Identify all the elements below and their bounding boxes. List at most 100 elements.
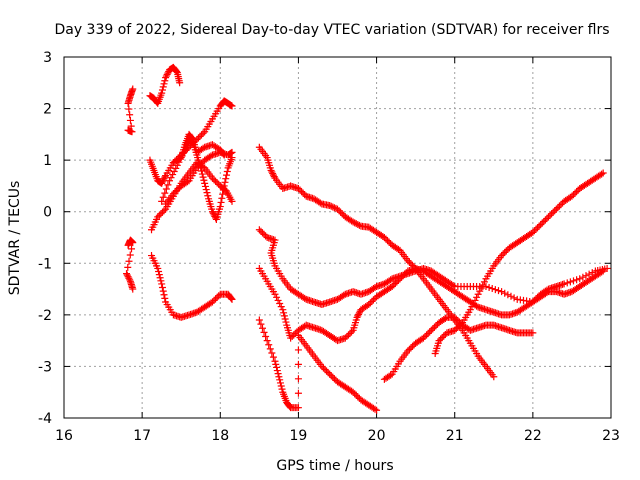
data-point: [157, 277, 165, 285]
series-low: [148, 252, 236, 321]
data-point: [398, 273, 406, 281]
series-s5: [169, 130, 228, 167]
data-point: [299, 189, 307, 197]
data-point: [213, 179, 221, 187]
data-point: [399, 272, 407, 280]
data-point: [155, 211, 163, 219]
data-point: [568, 192, 576, 200]
data-point: [255, 226, 263, 234]
data-point: [276, 376, 284, 384]
data-point: [269, 170, 277, 178]
data-point: [298, 188, 306, 196]
data-point: [125, 105, 133, 113]
data-point: [161, 294, 169, 302]
data-point: [220, 182, 228, 190]
data-point: [382, 235, 390, 243]
data-point: [125, 257, 133, 265]
data-point: [407, 260, 415, 268]
data-point: [355, 310, 363, 318]
data-point: [213, 293, 221, 301]
data-point: [268, 168, 276, 176]
data-point: [126, 116, 134, 124]
data-point: [544, 213, 552, 221]
grid-lines: [64, 57, 611, 418]
data-point: [174, 185, 182, 193]
data-point: [158, 208, 166, 216]
data-point: [227, 294, 235, 302]
data-point: [128, 245, 136, 253]
data-point: [329, 203, 337, 211]
data-point: [199, 129, 207, 137]
data-point: [560, 280, 568, 288]
data-point: [164, 69, 172, 77]
data-point: [294, 404, 302, 412]
data-point: [432, 322, 440, 330]
data-point: [566, 278, 574, 286]
data-point: [160, 175, 168, 183]
data-point: [199, 144, 207, 152]
data-point: [387, 371, 395, 379]
data-point: [355, 309, 363, 317]
data-point: [263, 337, 271, 345]
data-point: [268, 349, 276, 357]
data-point: [217, 198, 225, 206]
data-point: [571, 189, 579, 197]
data-point: [540, 218, 548, 226]
data-point: [158, 280, 166, 288]
series-d: [255, 316, 381, 414]
y-tick-label: 3: [43, 50, 52, 66]
data-point: [216, 203, 224, 211]
y-tick-label: -3: [38, 359, 52, 375]
data-point: [535, 222, 543, 230]
data-point: [409, 342, 417, 350]
data-point: [384, 237, 392, 245]
data-point: [537, 221, 545, 229]
data-point: [228, 148, 236, 156]
data-point: [294, 185, 302, 193]
data-point: [323, 367, 331, 375]
chart-title: Day 339 of 2022, Sidereal Day-to-day VTE…: [54, 22, 609, 38]
data-point: [158, 284, 166, 292]
data-point: [258, 324, 266, 332]
data-point: [348, 328, 356, 336]
data-point: [282, 318, 290, 326]
data-point: [275, 373, 283, 381]
data-point: [454, 323, 462, 331]
data-point: [498, 288, 506, 296]
data-point: [201, 179, 209, 187]
data-point: [507, 292, 515, 300]
data-point: [404, 257, 412, 265]
data-point: [228, 295, 236, 303]
data-point: [482, 282, 490, 290]
data-point: [128, 128, 136, 136]
data-point: [288, 333, 296, 341]
data-point: [326, 370, 334, 378]
data-point: [296, 186, 304, 194]
data-point: [427, 326, 435, 334]
data-point: [405, 345, 413, 353]
data-point: [321, 366, 329, 374]
data-point: [159, 176, 167, 184]
data-point: [274, 370, 282, 378]
data-point: [222, 175, 230, 183]
data-point: [196, 132, 204, 140]
series-f: [431, 169, 607, 358]
x-tick-label: 23: [602, 428, 620, 444]
data-point: [160, 207, 168, 215]
x-tick-label: 20: [368, 428, 386, 444]
data-point: [125, 274, 133, 282]
data-point: [188, 134, 196, 142]
data-point: [344, 331, 352, 339]
data-point: [491, 286, 499, 294]
data-point: [501, 248, 509, 256]
data-point: [155, 268, 163, 276]
data-point: [330, 204, 338, 212]
data-point: [534, 224, 542, 232]
data-point: [193, 164, 201, 172]
data-point: [327, 372, 335, 380]
data-point: [387, 276, 395, 284]
data-point: [158, 178, 166, 186]
data-point: [160, 291, 168, 299]
data-point: [426, 328, 434, 336]
data-point: [352, 391, 360, 399]
